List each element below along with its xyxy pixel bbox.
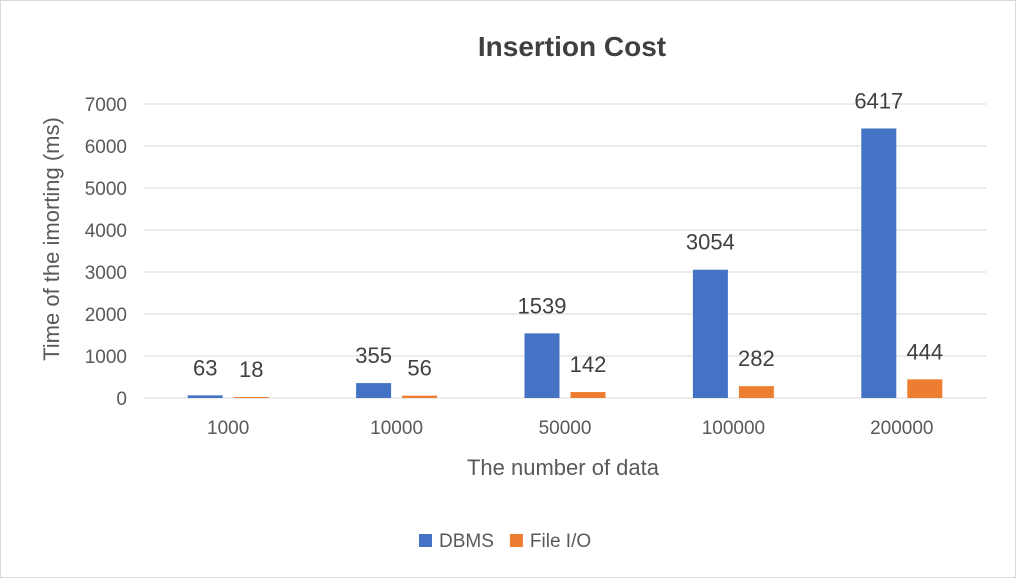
x-tick-label: 100000 [702,418,765,439]
y-tick-label: 3000 [85,263,127,284]
data-label: 18 [239,357,263,382]
legend: DBMS File I/O [419,531,591,552]
data-label: 444 [906,339,943,364]
chart-title: Insertion Cost [478,31,666,62]
bar-file-i-o-10000 [402,395,438,398]
y-tick-label: 6000 [85,137,127,158]
y-tick-label: 2000 [85,305,127,326]
y-axis-ticks: 0 1000 2000 3000 4000 5000 6000 7000 [85,95,127,410]
data-label: 142 [570,352,607,377]
bar-file-i-o-200000 [907,379,943,398]
legend-label: DBMS [439,531,494,552]
data-label: 3054 [686,230,735,255]
bar-dbms-100000 [692,269,728,398]
bar-dbms-200000 [861,128,897,398]
y-tick-label: 0 [116,389,127,410]
data-label: 6417 [854,88,903,113]
bar-file-i-o-50000 [570,392,606,398]
x-tick-label: 1000 [207,418,249,439]
data-labels: 63 18 355 56 1539 142 3054 282 6417 444 [193,88,943,382]
gridlines [144,103,986,399]
y-tick-label: 1000 [85,347,127,368]
y-tick-label: 7000 [85,95,127,116]
bar-dbms-10000 [356,383,392,398]
data-label: 1539 [518,293,567,318]
y-tick-label: 4000 [85,221,127,242]
x-axis-title: The number of data [467,455,660,480]
y-tick-label: 5000 [85,179,127,200]
x-tick-label: 200000 [870,418,933,439]
x-tick-label: 50000 [539,418,592,439]
bar-file-i-o-1000 [233,397,269,398]
legend-swatch-file-i-o [509,534,523,547]
data-label: 282 [738,346,775,371]
data-label: 355 [355,343,392,368]
bar-dbms-1000 [187,395,223,398]
x-axis-ticks: 1000 10000 50000 100000 200000 [207,418,933,439]
bars [187,128,943,398]
y-axis-title: Time of the imorting (ms) [39,117,64,361]
bar-file-i-o-100000 [738,386,774,398]
x-tick-label: 10000 [370,418,423,439]
legend-swatch-dbms [419,534,432,547]
data-label: 56 [407,356,431,381]
legend-label: File I/O [530,531,591,552]
data-label: 63 [193,355,217,380]
bar-dbms-50000 [524,333,560,398]
